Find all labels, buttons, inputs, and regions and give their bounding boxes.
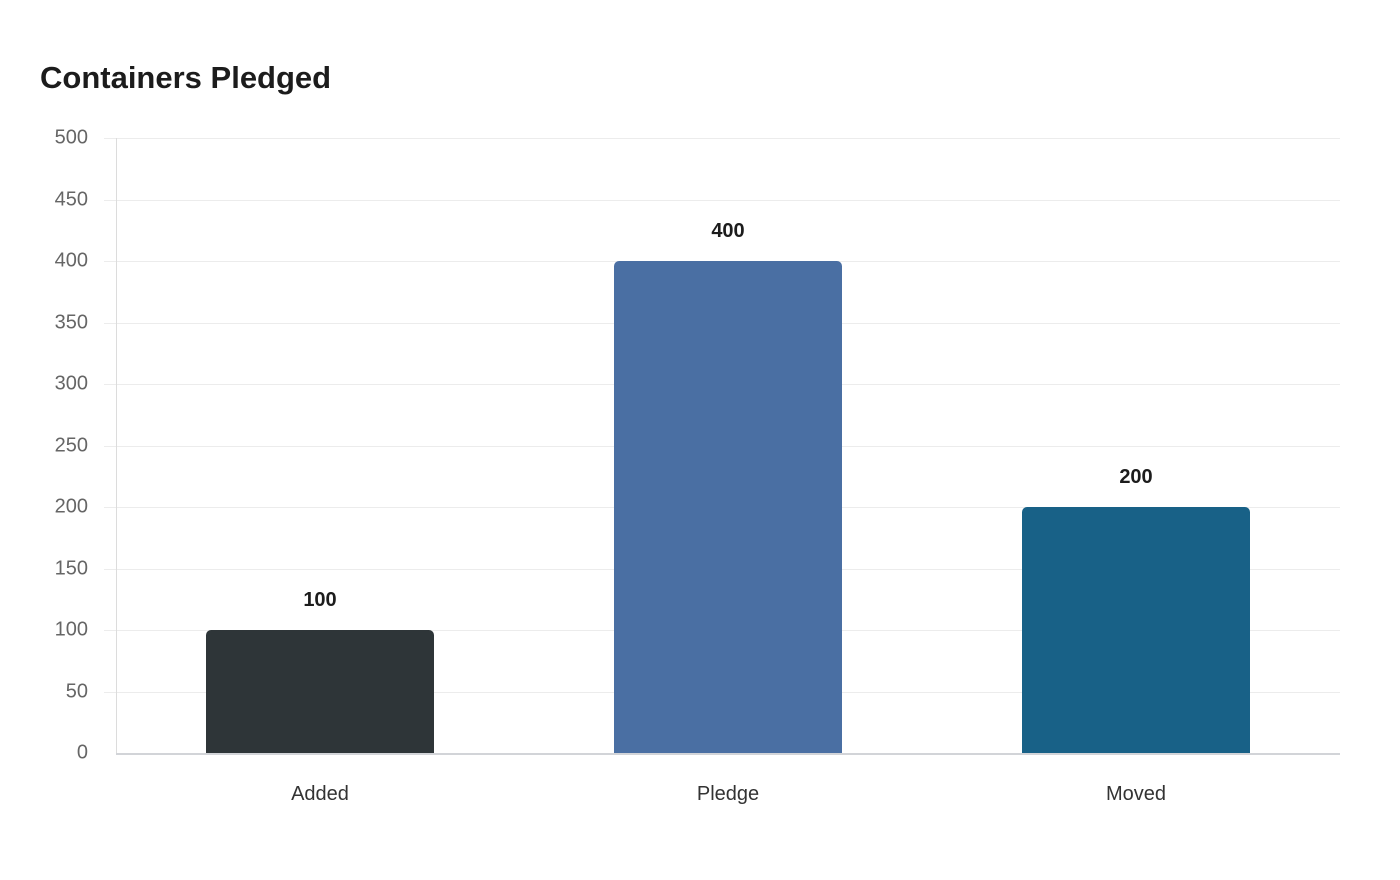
x-axis-line bbox=[116, 753, 1340, 755]
y-tick-label: 100 bbox=[54, 618, 88, 641]
bar-moved[interactable] bbox=[1022, 507, 1250, 753]
bar-value-label: 100 bbox=[303, 589, 337, 611]
y-tick-label: 350 bbox=[54, 311, 88, 333]
bar-value-label: 200 bbox=[1119, 466, 1153, 488]
y-tick-label: 0 bbox=[76, 741, 88, 764]
y-tick-label: 250 bbox=[54, 434, 88, 456]
gridline bbox=[104, 138, 1340, 139]
bar-pledge[interactable] bbox=[614, 261, 842, 753]
y-tick-label: 150 bbox=[54, 557, 88, 579]
bar-value-label: 400 bbox=[711, 220, 745, 242]
y-tick-label: 300 bbox=[54, 372, 88, 395]
plot-area: 100 400 200 bbox=[116, 138, 1340, 753]
chart-title: Containers Pledged bbox=[40, 60, 332, 95]
bar-added[interactable] bbox=[206, 630, 434, 753]
x-tick-label: Added bbox=[291, 783, 349, 805]
x-tick-label: Moved bbox=[1105, 783, 1167, 805]
gridline bbox=[104, 199, 1340, 201]
y-tick-label: 50 bbox=[65, 680, 88, 702]
y-tick-label: 400 bbox=[54, 249, 88, 272]
y-axis-line bbox=[116, 138, 117, 753]
x-tick-label: Pledge bbox=[696, 783, 760, 805]
y-tick-label: 200 bbox=[54, 495, 88, 518]
y-tick-label: 500 bbox=[54, 126, 88, 149]
y-tick-label: 450 bbox=[54, 188, 88, 210]
